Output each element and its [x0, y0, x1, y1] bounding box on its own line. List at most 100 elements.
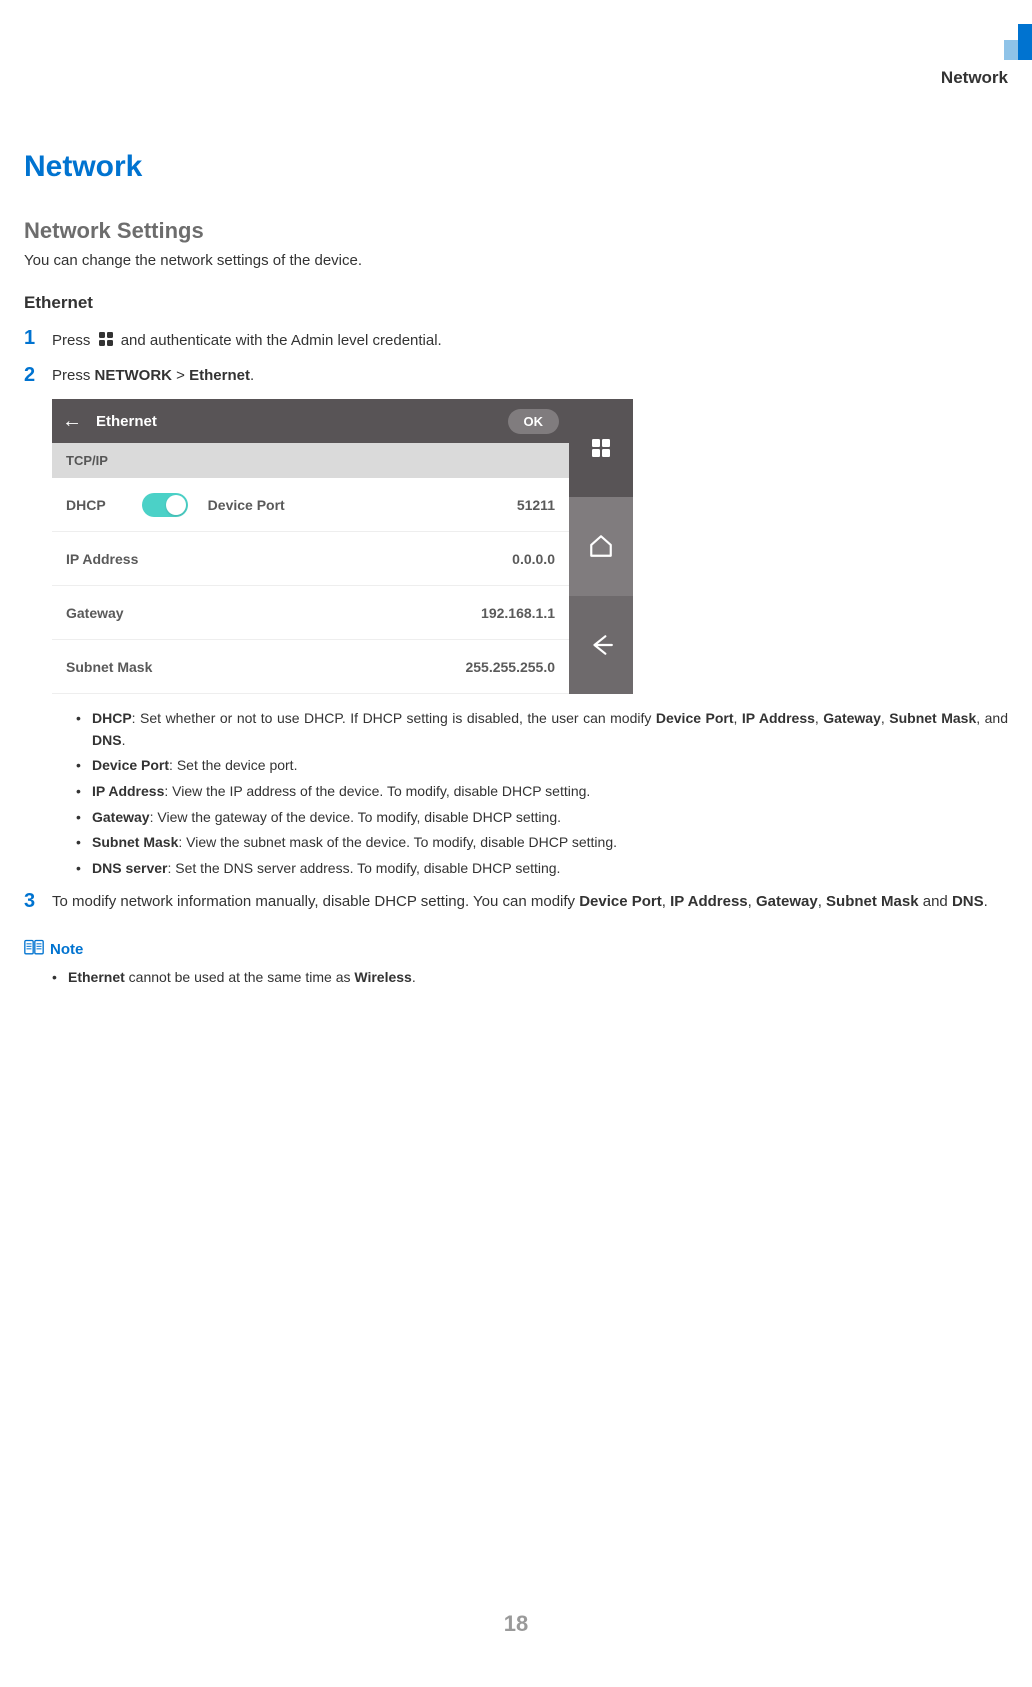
bullet-text: , and [976, 710, 1008, 726]
setting-row-gateway[interactable]: Gateway 192.168.1.1 [52, 586, 569, 640]
description-bullets: DHCP: Set whether or not to use DHCP. If… [76, 708, 1008, 880]
list-item: DHCP: Set whether or not to use DHCP. If… [76, 708, 1008, 751]
setting-label: Device Port [208, 497, 285, 513]
apps-icon [590, 437, 612, 459]
step-bold: Subnet Mask [826, 893, 919, 910]
step-bold: IP Address [670, 893, 748, 910]
setting-value: 255.255.255.0 [465, 659, 555, 675]
list-item: Device Port: Set the device port. [76, 755, 1008, 777]
bullet-text: : Set the DNS server address. To modify,… [168, 860, 561, 876]
bullet-term: Device Port [92, 757, 169, 773]
note-heading: Note [24, 939, 1008, 961]
bullet-text: : View the IP address of the device. To … [164, 783, 590, 799]
back-arrow-icon[interactable]: ← [62, 410, 82, 433]
device-sidebar [569, 399, 633, 694]
bullet-bold: IP Address [742, 710, 815, 726]
section-description: You can change the network settings of t… [24, 252, 1008, 269]
bullet-bold: DNS [92, 732, 122, 748]
step-number: 2 [24, 364, 52, 387]
note-label: Note [50, 941, 83, 958]
step-text: , [748, 893, 756, 910]
step-body: Press NETWORK > Ethernet. [52, 364, 1008, 387]
step-number: 1 [24, 327, 52, 352]
step-text: and [919, 893, 952, 910]
list-item: Gateway: View the gateway of the device.… [76, 807, 1008, 829]
device-screen-title: Ethernet [96, 413, 508, 430]
home-icon [588, 533, 614, 559]
bullet-text: . [122, 732, 126, 748]
step-bold: NETWORK [95, 367, 173, 384]
step-text: and authenticate with the Admin level cr… [121, 332, 442, 349]
step-bold: Gateway [756, 893, 818, 910]
device-header-bar: ← Ethernet OK [52, 399, 569, 443]
list-item: DNS server: Set the DNS server address. … [76, 858, 1008, 880]
back-arrow-icon [588, 632, 614, 658]
setting-label: DHCP [66, 497, 106, 513]
bullet-term: DHCP [92, 710, 132, 726]
bullet-term: DNS server [92, 860, 168, 876]
step-text: , [662, 893, 670, 910]
bullet-text: : View the gateway of the device. To mod… [150, 809, 561, 825]
sidebar-apps-button[interactable] [569, 399, 633, 497]
bullet-bold: Ethernet [68, 969, 125, 985]
list-item: Subnet Mask: View the subnet mask of the… [76, 832, 1008, 854]
step-bold: Ethernet [189, 367, 250, 384]
page-title: Network [24, 150, 1008, 184]
bullet-bold: Subnet Mask [889, 710, 976, 726]
setting-label: Subnet Mask [66, 659, 152, 675]
step-body: Press and authenticate with the Admin le… [52, 327, 1008, 352]
bullet-term: Gateway [92, 809, 150, 825]
tab-marker-light [1004, 40, 1018, 60]
setting-row-ip[interactable]: IP Address 0.0.0.0 [52, 532, 569, 586]
top-tab-strip [1004, 24, 1032, 60]
section-title: Network Settings [24, 218, 1008, 244]
bullet-term: Subnet Mask [92, 834, 178, 850]
setting-value: 51211 [517, 497, 555, 513]
note-block: Note Ethernet cannot be used at the same… [24, 939, 1008, 989]
step-bold: DNS [952, 893, 984, 910]
bullet-text: cannot be used at the same time as [125, 969, 355, 985]
step-text: Press [52, 367, 95, 384]
step-number: 3 [24, 890, 52, 913]
step-text: To modify network information manually, … [52, 893, 579, 910]
bullet-text: : Set the device port. [169, 757, 297, 773]
step-2: 2 Press NETWORK > Ethernet. [24, 364, 1008, 387]
bullet-text: , [734, 710, 742, 726]
device-section-label: TCP/IP [52, 443, 569, 478]
bullet-bold: Gateway [823, 710, 881, 726]
step-3: 3 To modify network information manually… [24, 890, 1008, 913]
page-number: 18 [0, 1611, 1032, 1637]
list-item: Ethernet cannot be used at the same time… [52, 967, 1008, 989]
bullet-term: IP Address [92, 783, 164, 799]
device-main-panel: ← Ethernet OK TCP/IP DHCP Device Port 51… [52, 399, 569, 694]
bullet-text: : Set whether or not to use DHCP. If DHC… [132, 710, 656, 726]
bullet-text: : View the subnet mask of the device. To… [178, 834, 617, 850]
sidebar-back-button[interactable] [569, 596, 633, 694]
running-header: Network [941, 68, 1008, 88]
note-bullets: Ethernet cannot be used at the same time… [52, 967, 1008, 989]
tab-marker-dark [1018, 24, 1032, 60]
step-text: , [818, 893, 826, 910]
setting-value: 0.0.0.0 [512, 551, 555, 567]
toggle-knob [166, 495, 186, 515]
setting-row-subnet[interactable]: Subnet Mask 255.255.255.0 [52, 640, 569, 694]
subsection-title: Ethernet [24, 293, 1008, 313]
device-screenshot: ← Ethernet OK TCP/IP DHCP Device Port 51… [52, 399, 633, 694]
ok-button[interactable]: OK [508, 409, 560, 434]
note-icon [24, 939, 44, 961]
step-text: . [250, 367, 254, 384]
dhcp-toggle[interactable] [142, 493, 188, 517]
step-1: 1 Press and authenticate with the Admin … [24, 327, 1008, 352]
step-bold: Device Port [579, 893, 662, 910]
step-text: > [172, 367, 189, 384]
step-text: Press [52, 332, 95, 349]
bullet-text: . [412, 969, 416, 985]
setting-row-dhcp[interactable]: DHCP Device Port 51211 [52, 478, 569, 532]
setting-label: Gateway [66, 605, 124, 621]
setting-value: 192.168.1.1 [481, 605, 555, 621]
list-item: IP Address: View the IP address of the d… [76, 781, 1008, 803]
bullet-bold: Wireless [354, 969, 411, 985]
step-body: To modify network information manually, … [52, 890, 1008, 913]
sidebar-home-button[interactable] [569, 497, 633, 595]
bullet-bold: Device Port [656, 710, 734, 726]
